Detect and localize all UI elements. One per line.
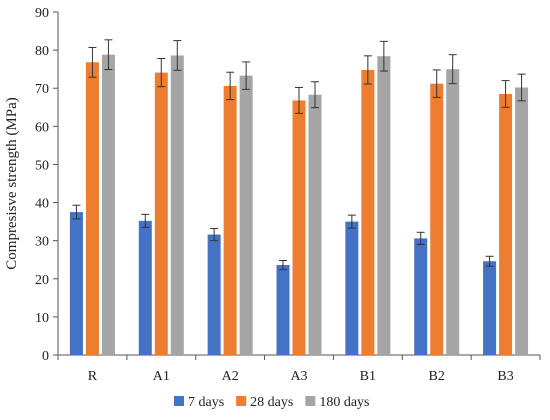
- bar: [101, 54, 115, 355]
- legend-label: 28 days: [250, 395, 293, 410]
- x-tick-label: R: [88, 369, 98, 384]
- bar: [515, 87, 529, 356]
- error-bars-group: [72, 39, 526, 271]
- y-tick-label: 50: [35, 158, 49, 173]
- bar: [345, 221, 359, 355]
- bar: [292, 100, 306, 355]
- legend: 7 days 28 days 180 days: [174, 395, 370, 410]
- bar: [170, 55, 184, 356]
- bar: [361, 69, 375, 355]
- y-tick-label: 40: [35, 197, 49, 212]
- bar: [483, 261, 497, 355]
- y-tick-label: 20: [35, 273, 49, 288]
- y-tick-label: 80: [35, 44, 49, 59]
- bar: [499, 93, 513, 355]
- x-tick-label: B1: [360, 369, 376, 384]
- y-axis-title: Compresisve strength (MPa): [4, 97, 20, 269]
- bars-group: [69, 54, 529, 356]
- legend-label: 180 days: [319, 395, 369, 410]
- bar: [85, 62, 99, 355]
- y-tick-label: 0: [42, 349, 49, 364]
- bar: [138, 220, 152, 355]
- bar: [377, 56, 391, 355]
- bar: [308, 94, 322, 355]
- x-tick-label: A3: [290, 369, 307, 384]
- bar: [430, 83, 444, 355]
- y-tick-label: 10: [35, 311, 49, 326]
- x-tick-label: A2: [222, 369, 239, 384]
- legend-label: 7 days: [188, 395, 224, 410]
- y-tick-label: 90: [35, 6, 49, 21]
- bar: [154, 72, 168, 355]
- bar: [239, 75, 253, 355]
- x-tick-label: B3: [497, 369, 513, 384]
- legend-swatch: [305, 396, 316, 406]
- x-axis: R A1 A2 A3 B1 B2 B3: [57, 354, 541, 384]
- legend-swatch: [236, 396, 247, 406]
- y-tick-label: 60: [35, 120, 49, 135]
- bar: [414, 238, 428, 355]
- x-tick-label: B2: [429, 369, 445, 384]
- bar: [276, 265, 290, 355]
- y-axis: 0 10 20 30 40 50 60 70 80 90: [35, 6, 59, 364]
- bar: [446, 69, 460, 356]
- x-tick-label: A1: [153, 369, 170, 384]
- y-tick-label: 70: [35, 82, 49, 97]
- y-tick-label: 30: [35, 235, 49, 250]
- legend-swatch: [174, 396, 184, 406]
- bar: [223, 85, 237, 356]
- bar: [207, 234, 221, 355]
- bar: [69, 212, 83, 355]
